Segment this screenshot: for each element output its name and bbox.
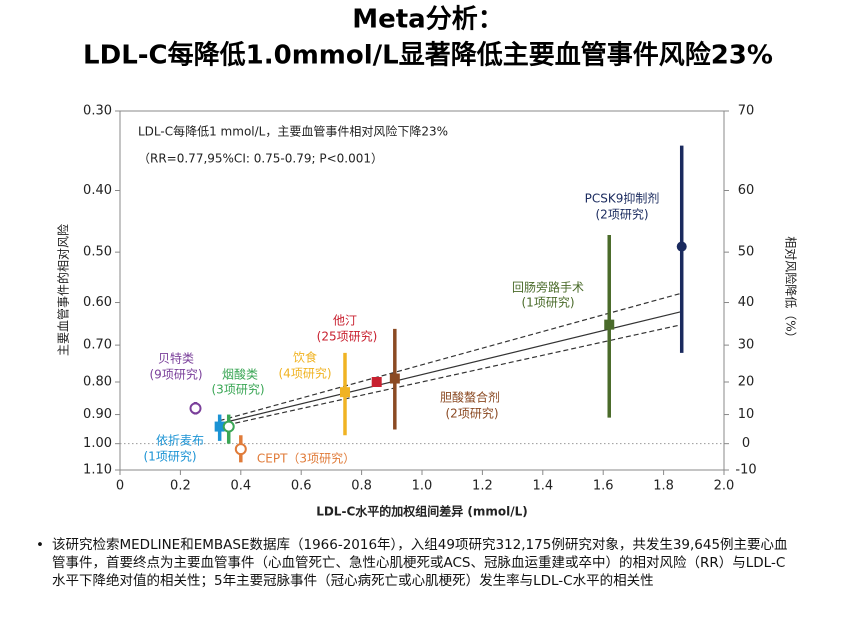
- y2-axis-label: 相对风险降低（%）: [784, 236, 799, 343]
- chart-title: LDL-C每降低1.0mmol/L显著降低主要血管事件风险23%: [83, 40, 773, 71]
- point-label: (2项研究): [446, 406, 499, 421]
- point-label: (3项研究): [212, 382, 265, 397]
- point-label: 贝特类: [158, 351, 194, 366]
- point-label: 饮食: [293, 350, 317, 365]
- point-label: (4项研究): [279, 366, 332, 381]
- point-label: PCSK9抑制剂: [585, 191, 660, 206]
- point-label: 依折麦布: [156, 433, 204, 448]
- y2-tick-label: 40: [738, 295, 755, 310]
- x-axis-label: LDL-C水平的加权组间差异 (mmol/L): [316, 504, 528, 519]
- y2-tick-label: 20: [738, 375, 755, 390]
- point-label: 烟酸类: [222, 367, 258, 382]
- y2-tick-label: 70: [738, 104, 755, 119]
- point: [189, 402, 202, 415]
- y-tick-label: 0.80: [83, 375, 112, 390]
- x-tick-label: 0.4: [230, 479, 251, 494]
- x-tick-label: 2.0: [714, 479, 735, 494]
- fit-line: [219, 310, 682, 425]
- point: [389, 373, 400, 384]
- annotation: LDL-C每降低1 mmol/L，主要血管事件相对风险下降23%: [138, 124, 448, 139]
- y2-tick-label: 50: [738, 245, 755, 260]
- point-label: (1项研究): [144, 449, 197, 464]
- point-label: (1项研究): [522, 295, 575, 310]
- point-label: CEPT（3项研究）: [257, 451, 355, 466]
- y2-tick-label: 30: [738, 338, 755, 353]
- y-tick-label: 0.40: [83, 183, 112, 198]
- x-tick-label: 1.4: [532, 479, 553, 494]
- y2-tick-label: 60: [738, 183, 755, 198]
- point: [214, 421, 225, 432]
- point: [676, 241, 687, 252]
- x-tick-label: 0: [116, 479, 124, 494]
- x-tick-label: 0.8: [351, 479, 372, 494]
- y2-tick-label: -10: [735, 463, 756, 478]
- point-label: (25项研究): [317, 329, 378, 344]
- point: [339, 387, 350, 398]
- point-label: 胆酸螯合剂: [440, 390, 500, 405]
- point-label: (9项研究): [150, 367, 203, 382]
- point-label: (2项研究): [596, 207, 649, 222]
- point-label: 他汀: [333, 314, 357, 328]
- point-label: 回肠旁路手术: [512, 280, 584, 295]
- y2-tick-label: 0: [742, 436, 750, 451]
- y-tick-label: 0.30: [83, 104, 112, 119]
- x-tick-label: 1.8: [653, 479, 674, 494]
- y-tick-label: 0.70: [83, 338, 112, 353]
- x-tick-label: 1.0: [412, 479, 433, 494]
- point: [234, 443, 247, 456]
- x-tick-label: 0.6: [291, 479, 312, 494]
- y-tick-label: 0.90: [83, 407, 112, 422]
- point: [604, 319, 615, 330]
- y2-tick-label: 10: [738, 407, 755, 422]
- x-tick-label: 0.2: [170, 479, 191, 494]
- x-tick-label: 1.6: [593, 479, 614, 494]
- y-tick-label: 0.50: [83, 245, 112, 260]
- point: [371, 377, 382, 388]
- point: [222, 420, 235, 433]
- x-tick-label: 1.2: [472, 479, 493, 494]
- y-tick-label: 0.60: [83, 295, 112, 310]
- y-tick-label: 1.00: [83, 436, 112, 451]
- annotation: （RR=0.77,95%CI: 0.75-0.79; P<0.001）: [138, 152, 383, 166]
- footnote: 该研究检索MEDLINE和EMBASE数据库（1966-2016年），入组49项…: [36, 536, 796, 590]
- y-axis-label: 主要血管事件的相对风险: [56, 224, 71, 356]
- chart-title: Meta分析：: [352, 5, 503, 35]
- fit-ci-line: [219, 324, 682, 428]
- y-tick-label: 1.10: [83, 463, 112, 478]
